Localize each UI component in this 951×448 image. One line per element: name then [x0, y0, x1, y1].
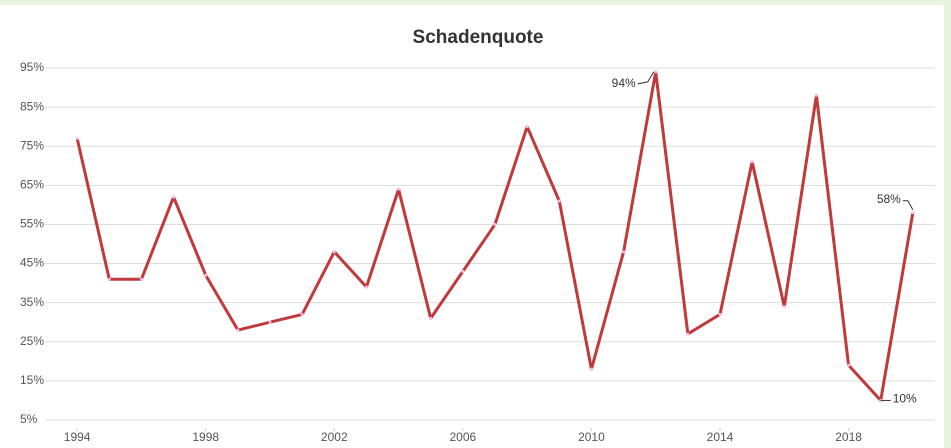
point	[557, 199, 561, 203]
point	[107, 277, 111, 281]
data-label: 94%	[612, 76, 636, 90]
point	[236, 328, 240, 332]
point	[461, 269, 465, 273]
point	[847, 363, 851, 367]
x-tick-label: 2006	[450, 430, 477, 444]
point	[397, 187, 401, 191]
point	[364, 285, 368, 289]
x-tick-label: 2002	[321, 430, 348, 444]
y-tick-label: 85%	[20, 99, 44, 113]
y-tick-label: 5%	[20, 412, 38, 426]
y-tick-label: 95%	[20, 60, 44, 74]
point	[172, 195, 176, 199]
x-tick-label: 2014	[707, 430, 734, 444]
point	[332, 250, 336, 254]
data-label: 10%	[893, 392, 917, 406]
leader-line	[902, 200, 914, 210]
point	[493, 222, 497, 226]
y-tick-label: 35%	[20, 295, 44, 309]
y-tick-label: 25%	[20, 334, 44, 348]
point	[718, 312, 722, 316]
y-tick-label: 15%	[20, 373, 44, 387]
point	[204, 273, 208, 277]
point	[622, 250, 626, 254]
data-label: 58%	[877, 192, 901, 206]
point	[814, 93, 818, 97]
chart-title: Schadenquote	[413, 27, 544, 48]
x-tick-label: 1994	[64, 430, 91, 444]
x-tick-label: 1998	[192, 430, 219, 444]
x-tick-label: 2010	[578, 430, 605, 444]
point	[300, 312, 304, 316]
plot-bg	[0, 5, 944, 448]
point	[782, 305, 786, 309]
y-tick-label: 75%	[20, 138, 44, 152]
point	[525, 125, 529, 129]
point	[429, 316, 433, 320]
point	[686, 332, 690, 336]
y-tick-label: 45%	[20, 256, 44, 270]
point	[911, 211, 915, 215]
point	[654, 70, 658, 74]
y-tick-label: 65%	[20, 178, 44, 192]
y-tick-label: 55%	[20, 217, 44, 231]
x-tick-label: 2018	[835, 430, 862, 444]
point	[268, 320, 272, 324]
leader-line	[637, 71, 655, 85]
point	[75, 136, 79, 140]
point	[139, 277, 143, 281]
point	[589, 367, 593, 371]
point	[750, 160, 754, 164]
